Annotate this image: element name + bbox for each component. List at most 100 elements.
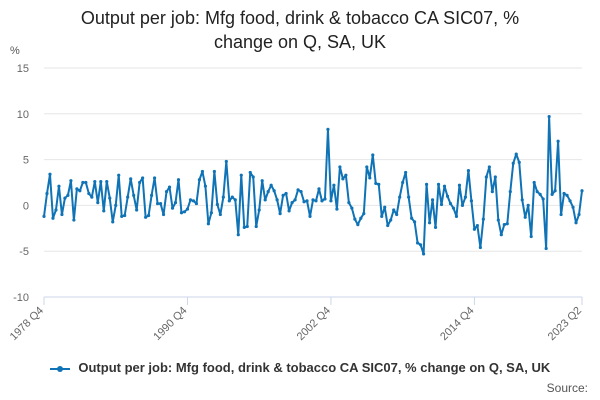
data-point bbox=[502, 223, 506, 227]
data-point bbox=[102, 209, 106, 213]
data-point bbox=[398, 195, 402, 199]
data-point bbox=[150, 193, 154, 197]
data-point bbox=[275, 198, 279, 202]
data-point bbox=[568, 199, 572, 203]
x-tick-label: 1990 Q4 bbox=[151, 305, 189, 343]
series-layer bbox=[42, 114, 584, 256]
data-point bbox=[170, 206, 175, 210]
data-point bbox=[96, 201, 100, 205]
y-tick-label: 5 bbox=[23, 155, 29, 167]
data-point bbox=[120, 214, 124, 218]
data-point bbox=[413, 220, 417, 224]
data-point bbox=[511, 161, 515, 165]
y-tick-label: 0 bbox=[23, 200, 29, 212]
data-point bbox=[66, 193, 70, 197]
data-point bbox=[574, 221, 578, 225]
x-tick-label: 1978 Q4 bbox=[8, 305, 46, 343]
data-point bbox=[302, 200, 306, 204]
data-point bbox=[463, 195, 468, 199]
data-point bbox=[224, 159, 228, 164]
data-point bbox=[392, 208, 396, 212]
data-point bbox=[135, 208, 139, 212]
data-point bbox=[457, 183, 462, 187]
data-point bbox=[257, 208, 261, 212]
data-point bbox=[299, 190, 303, 194]
data-point bbox=[212, 169, 216, 174]
data-point bbox=[439, 202, 444, 207]
data-point bbox=[404, 170, 408, 175]
data-point bbox=[266, 190, 270, 194]
data-point bbox=[535, 190, 539, 194]
data-point bbox=[317, 187, 321, 191]
data-point bbox=[69, 179, 73, 183]
data-point bbox=[496, 218, 500, 222]
data-point bbox=[164, 190, 169, 194]
data-point bbox=[260, 179, 264, 183]
data-point bbox=[251, 175, 255, 179]
data-point bbox=[427, 221, 432, 225]
data-point bbox=[469, 199, 474, 203]
data-point bbox=[105, 179, 109, 184]
data-point bbox=[51, 216, 55, 220]
data-point bbox=[227, 199, 231, 203]
data-point bbox=[353, 217, 357, 221]
data-point bbox=[368, 176, 372, 180]
data-point bbox=[389, 218, 393, 222]
data-point bbox=[191, 199, 196, 203]
data-point bbox=[281, 193, 285, 197]
data-point bbox=[290, 201, 294, 205]
data-point bbox=[311, 198, 315, 202]
x-axis: 1978 Q4 1990 Q4 2002 Q4 2014 Q4 2023 Q2 bbox=[8, 296, 584, 343]
data-point bbox=[206, 222, 210, 226]
data-point bbox=[138, 180, 142, 185]
data-point bbox=[78, 189, 82, 193]
data-point bbox=[371, 153, 375, 157]
data-point bbox=[60, 212, 64, 217]
data-point bbox=[541, 197, 545, 201]
data-point bbox=[167, 185, 172, 189]
y-tick-label: -10 bbox=[13, 292, 29, 304]
data-point bbox=[359, 216, 363, 220]
data-point bbox=[48, 172, 52, 176]
y-tick-label: 15 bbox=[17, 63, 29, 75]
data-point bbox=[341, 177, 345, 181]
data-point bbox=[144, 215, 148, 219]
data-point bbox=[580, 189, 584, 193]
gridlines bbox=[44, 67, 582, 298]
source-label: Source: bbox=[546, 381, 588, 395]
data-point bbox=[362, 212, 366, 216]
data-point bbox=[284, 191, 288, 196]
data-point bbox=[553, 189, 557, 193]
data-point bbox=[57, 184, 61, 188]
data-point bbox=[320, 199, 324, 203]
data-point bbox=[410, 216, 414, 220]
data-point bbox=[248, 170, 252, 175]
data-point bbox=[484, 175, 488, 179]
data-point bbox=[556, 139, 560, 143]
data-point bbox=[239, 173, 243, 177]
data-point bbox=[374, 181, 378, 186]
data-point bbox=[111, 220, 115, 224]
data-point bbox=[293, 198, 297, 202]
data-point bbox=[442, 184, 447, 188]
data-point bbox=[532, 180, 536, 185]
data-point bbox=[209, 211, 213, 215]
data-point bbox=[538, 192, 542, 197]
data-point bbox=[236, 233, 240, 237]
data-point bbox=[478, 245, 482, 250]
data-point bbox=[347, 201, 351, 205]
data-point bbox=[329, 199, 333, 203]
data-point bbox=[487, 165, 491, 169]
data-point bbox=[158, 201, 163, 206]
data-point bbox=[356, 223, 360, 227]
data-point bbox=[454, 214, 459, 218]
x-tick-label: 2002 Q4 bbox=[295, 305, 333, 343]
data-point bbox=[505, 222, 509, 226]
data-point bbox=[155, 201, 160, 206]
data-point bbox=[314, 199, 318, 203]
legend[interactable]: Output per job: Mfg food, drink & tobacc… bbox=[0, 360, 600, 375]
x-tick-label: 2023 Q2 bbox=[546, 305, 584, 343]
data-point bbox=[508, 190, 512, 194]
data-point bbox=[203, 184, 207, 188]
